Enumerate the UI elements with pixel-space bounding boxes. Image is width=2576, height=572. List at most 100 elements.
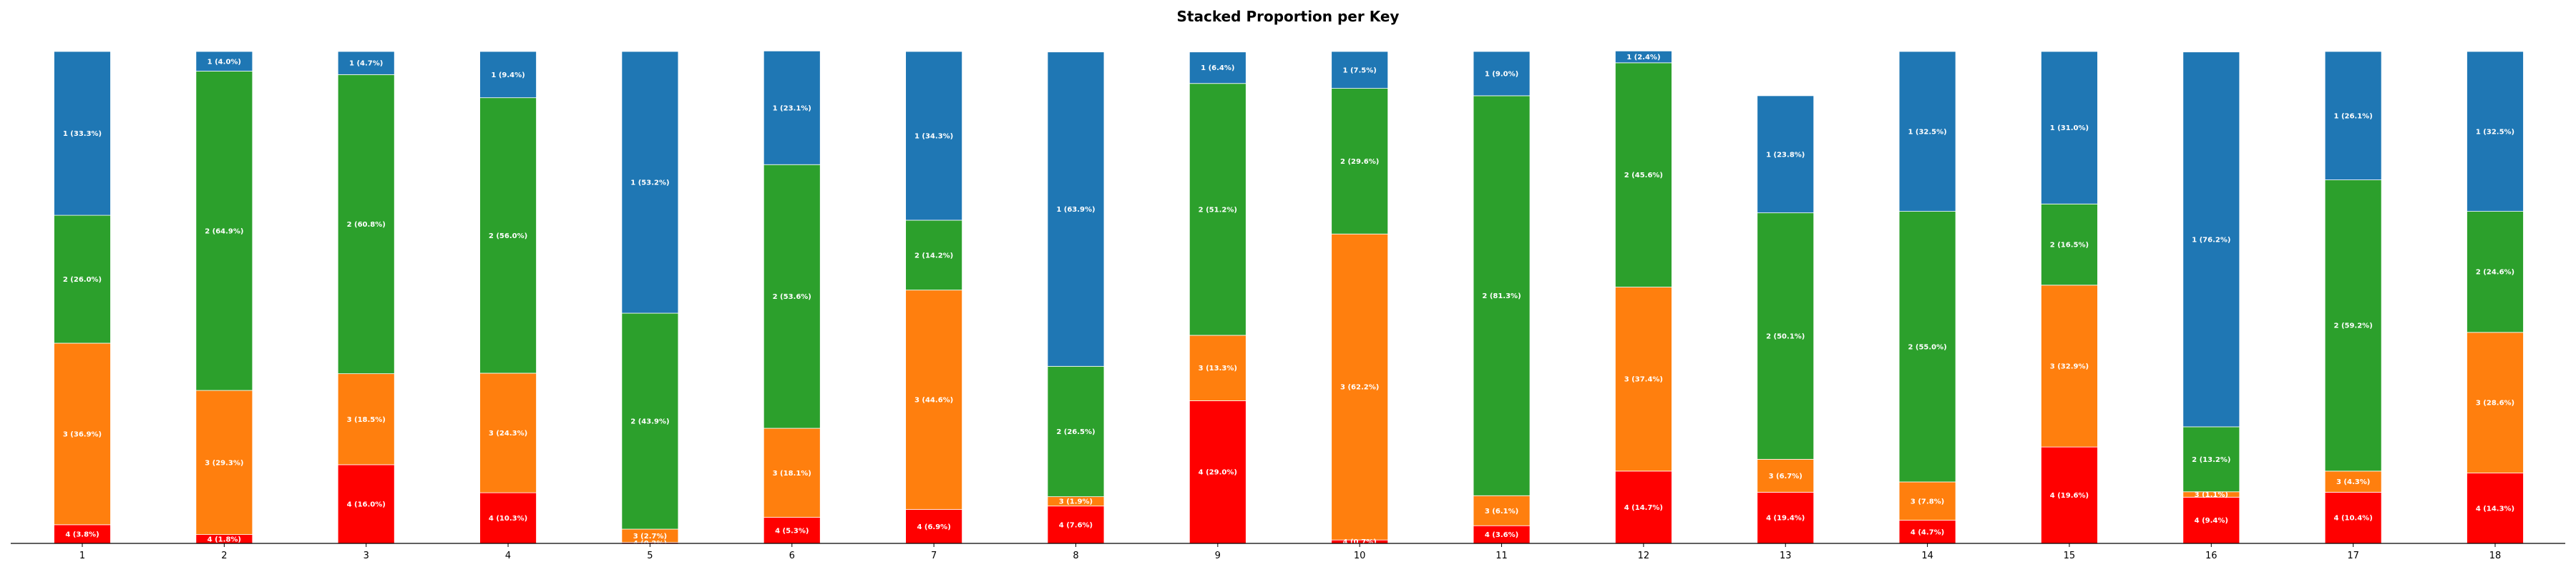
bar-segment-key-13-series-1 — [1757, 95, 1815, 214]
bar-segment-key-11-series-1 — [1473, 51, 1531, 97]
bar-segment-key-16-series-2 — [2182, 426, 2240, 493]
segment-label-key-12-series-1: 1 (2.4%) — [1626, 54, 1660, 61]
segment-label-key-17-series-2: 2 (59.2%) — [2334, 322, 2373, 330]
segment-label-key-7-series-2: 2 (14.2%) — [914, 252, 953, 260]
bar-segment-key-6-series-2 — [763, 164, 821, 429]
bar-segment-key-14-series-3 — [1898, 481, 1956, 521]
bar-segment-key-6-series-3 — [763, 428, 821, 518]
segment-label-key-14-series-3: 3 (7.8%) — [1911, 498, 1944, 506]
segment-label-key-10-series-4: 4 (0.7%) — [1343, 538, 1377, 546]
bar-segment-key-14-series-4 — [1898, 520, 1956, 544]
x-tick-label-5: 5 — [647, 551, 653, 561]
x-tick-label-2: 2 — [221, 551, 227, 561]
bar-segment-key-11-series-2 — [1473, 95, 1531, 496]
segment-label-key-16-series-4: 4 (9.4%) — [2195, 517, 2228, 525]
segment-label-key-5-series-3: 3 (2.7%) — [633, 533, 667, 541]
segment-label-key-6-series-3: 3 (18.1%) — [773, 470, 811, 478]
segment-label-key-3-series-2: 2 (60.8%) — [347, 221, 386, 229]
bar-segment-key-15-series-1 — [2041, 51, 2098, 204]
segment-label-key-13-series-1: 1 (23.8%) — [1766, 151, 1805, 159]
segment-label-key-16-series-1: 1 (76.2%) — [2192, 236, 2230, 244]
x-tick-label-12: 12 — [1638, 551, 1650, 561]
bar-segment-key-2-series-1 — [195, 51, 253, 72]
segment-label-key-10-series-2: 2 (29.6%) — [1340, 158, 1379, 166]
segment-label-key-7-series-3: 3 (44.6%) — [914, 397, 953, 405]
segment-label-key-11-series-1: 1 (9.0%) — [1485, 70, 1518, 78]
bar-segment-key-12-series-3 — [1614, 287, 1672, 472]
segment-label-key-9-series-3: 3 (13.3%) — [1199, 365, 1237, 373]
bar-segment-key-1-series-4 — [54, 524, 111, 544]
bar-segment-key-7-series-2 — [905, 220, 963, 291]
segment-label-key-8-series-2: 2 (26.5%) — [1056, 428, 1095, 436]
segment-label-key-2-series-1: 1 (4.0%) — [208, 58, 241, 66]
bar-segment-key-9-series-1 — [1189, 51, 1246, 84]
segment-label-key-18-series-4: 4 (14.3%) — [2476, 505, 2514, 513]
bar-segment-key-15-series-3 — [2041, 285, 2098, 448]
x-tick-label-18: 18 — [2489, 551, 2502, 561]
bar-segment-key-3-series-4 — [337, 464, 395, 544]
segment-label-key-16-series-2: 2 (13.2%) — [2192, 456, 2230, 464]
x-tick-label-10: 10 — [1354, 551, 1366, 561]
bar-segment-key-17-series-1 — [2324, 51, 2382, 180]
bar-segment-key-7-series-3 — [905, 290, 963, 510]
bar-segment-key-8-series-2 — [1047, 365, 1105, 498]
segment-label-key-4-series-4: 4 (10.3%) — [489, 515, 527, 523]
bar-segment-key-3-series-3 — [337, 373, 395, 465]
bar-segment-key-5-series-1 — [621, 51, 679, 314]
bar-segment-key-4-series-2 — [479, 97, 537, 374]
segment-label-key-15-series-4: 4 (19.6%) — [2050, 492, 2089, 500]
segment-label-key-12-series-3: 3 (37.4%) — [1624, 376, 1663, 384]
segment-labels-layer: 4 (3.8%) 3 (36.9%) 2 (26.0%) 1 (33.3%) 4 (1.… — [63, 54, 2514, 548]
segment-label-key-14-series-2: 2 (55.0%) — [1908, 343, 1946, 351]
segment-label-key-1-series-4: 4 (3.8%) — [65, 531, 99, 538]
bar-segment-key-15-series-4 — [2041, 446, 2098, 544]
bar-segment-key-7-series-1 — [905, 51, 963, 221]
segment-label-key-14-series-4: 4 (4.7%) — [1911, 528, 1944, 536]
bar-segment-key-8-series-1 — [1047, 51, 1105, 367]
segment-label-key-15-series-1: 1 (31.0%) — [2050, 124, 2089, 132]
segment-label-key-7-series-1: 1 (34.3%) — [914, 132, 953, 140]
segment-label-key-15-series-2: 2 (16.5%) — [2050, 242, 2089, 250]
x-tick-label-4: 4 — [505, 551, 511, 561]
x-axis-ticks: 1 2 3 4 5 6 7 8 9 10 11 12 13 14 15 16 17 18 — [79, 543, 2501, 561]
segment-label-key-7-series-4: 4 (6.9%) — [917, 523, 950, 531]
bar-segment-key-9-series-4 — [1189, 400, 1246, 544]
segment-label-key-10-series-1: 1 (7.5%) — [1343, 66, 1377, 74]
bar-segment-key-10-series-1 — [1331, 51, 1389, 89]
segment-label-key-17-series-3: 3 (4.3%) — [2336, 478, 2370, 486]
bar-segment-key-3-series-2 — [337, 74, 395, 375]
bar-segment-key-16-series-1 — [2182, 51, 2240, 428]
bar-segment-key-6-series-4 — [763, 517, 821, 544]
segment-label-key-11-series-3: 3 (6.1%) — [1485, 508, 1518, 516]
segment-label-key-13-series-4: 4 (19.4%) — [1766, 515, 1805, 523]
segment-label-key-6-series-4: 4 (5.3%) — [775, 527, 809, 535]
bar-segment-key-18-series-4 — [2467, 473, 2524, 544]
segment-label-key-11-series-4: 4 (3.6%) — [1485, 531, 1518, 539]
bar-segment-key-14-series-1 — [1898, 51, 1956, 212]
segment-label-key-8-series-4: 4 (7.6%) — [1059, 521, 1093, 529]
x-tick-label-1: 1 — [79, 551, 85, 561]
segment-label-key-13-series-2: 2 (50.1%) — [1766, 333, 1805, 341]
bar-segment-key-12-series-2 — [1614, 62, 1672, 287]
segment-label-key-17-series-1: 1 (26.1%) — [2334, 112, 2373, 120]
segment-label-key-14-series-1: 1 (32.5%) — [1908, 128, 1946, 136]
segment-label-key-18-series-1: 1 (32.5%) — [2476, 128, 2514, 136]
segment-label-key-9-series-1: 1 (6.4%) — [1201, 64, 1234, 72]
segment-label-key-2-series-4: 4 (1.8%) — [208, 536, 241, 543]
x-tick-label-6: 6 — [789, 551, 795, 561]
segment-label-key-9-series-4: 4 (29.0%) — [1199, 469, 1237, 477]
bar-segment-key-10-series-3 — [1331, 233, 1389, 541]
segment-label-key-17-series-4: 4 (10.4%) — [2334, 515, 2373, 523]
chart-title: Stacked Proportion per Key — [1177, 8, 1400, 25]
segment-label-key-1-series-3: 3 (36.9%) — [63, 430, 102, 438]
segment-label-key-1-series-2: 2 (26.0%) — [63, 276, 102, 284]
segment-label-key-8-series-3: 3 (1.9%) — [1059, 498, 1093, 506]
segment-label-key-13-series-3: 3 (6.7%) — [1769, 473, 1802, 480]
segment-label-key-3-series-4: 4 (16.0%) — [347, 500, 386, 508]
x-tick-label-8: 8 — [1073, 551, 1078, 561]
bar-segment-key-18-series-3 — [2467, 332, 2524, 474]
segment-label-key-3-series-3: 3 (18.5%) — [347, 416, 386, 424]
segment-label-key-12-series-2: 2 (45.6%) — [1624, 172, 1663, 179]
segment-label-key-9-series-2: 2 (51.2%) — [1199, 206, 1237, 214]
